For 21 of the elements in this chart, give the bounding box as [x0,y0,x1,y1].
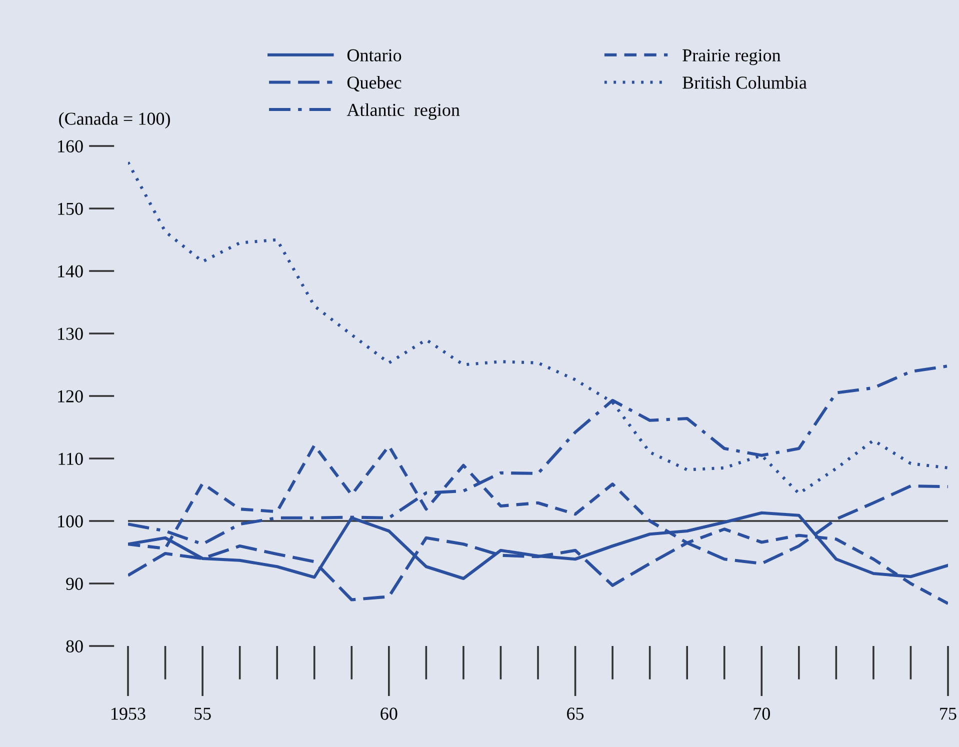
x-tick-label: 75 [940,708,956,720]
legend-label: Atlantic region [346,103,460,120]
x-tick-label: 70 [754,708,770,720]
y-tick-label: 160 [58,140,83,152]
y-axis-title: (Canada = 100) [59,112,170,128]
legend-label: Prairie region [682,49,781,66]
y-tick-label: 90 [66,578,83,590]
y-tick-label: 150 [58,202,83,215]
y-tick-label: 80 [66,640,83,652]
x-tick-label: 65 [567,708,584,720]
x-tick-label: 55 [194,708,211,720]
legend-label: Quebec [347,76,402,92]
legend-label: Ontario [347,49,402,62]
y-tick-label: 140 [58,265,83,278]
y-tick-label: 100 [58,515,83,528]
y-tick-label: 120 [58,390,83,402]
x-tick-label: 1953 [112,708,146,720]
y-tick-label: 110 [58,452,83,465]
y-tick-label: 130 [58,328,83,340]
legend-label: British Columbia [682,76,807,89]
x-tick-label: 60 [380,708,398,720]
